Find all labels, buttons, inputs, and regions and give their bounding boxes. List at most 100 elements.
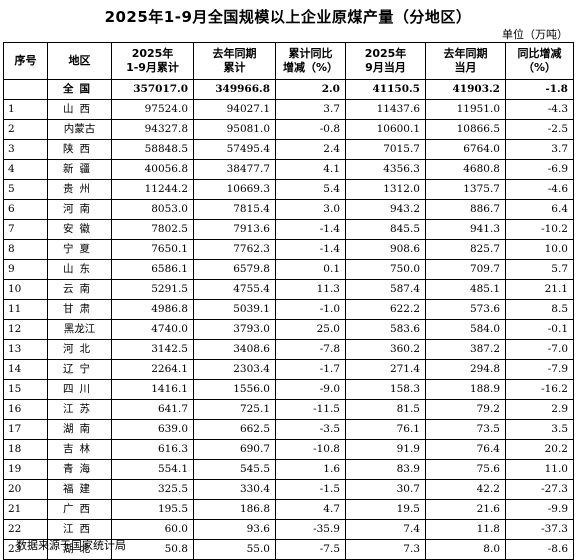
cell-cum-yoy: 4.1 <box>275 159 346 180</box>
header-mon-prev: 去年同期 当月 <box>425 42 506 80</box>
table-row: 15 四川 1416.1 1556.0 -9.0 158.3 188.9 -16.2 <box>3 379 574 400</box>
cell-index: 8 <box>3 239 48 260</box>
table-row: 4 新疆 40056.8 38477.7 4.1 4356.3 4680.8 -6.9 <box>3 159 574 180</box>
cell-mon-2025: 10600.1 <box>345 119 426 140</box>
cell-region: 四川 <box>47 379 112 400</box>
header-cum-2025: 2025年 1-9月累计 <box>111 42 194 80</box>
cell-mon-yoy: 6.4 <box>505 199 574 220</box>
cell-mon-prev: 11.8 <box>425 519 506 540</box>
cell-cum-2025: 5291.5 <box>111 279 194 300</box>
cell-index: 13 <box>3 339 48 360</box>
cell-region: 陕西 <box>47 139 112 160</box>
header-region: 地区 <box>47 42 112 80</box>
cell-region: 山西 <box>47 99 112 120</box>
cell-cum-2025: 7802.5 <box>111 219 194 240</box>
cell-cum-yoy: -35.9 <box>275 519 346 540</box>
cell-cum-yoy: -10.8 <box>275 439 346 460</box>
cell-mon-yoy: -0.1 <box>505 319 574 340</box>
cell-mon-2025: 76.1 <box>345 419 426 440</box>
cell-cum-prev: 1556.0 <box>193 379 276 400</box>
cell-cum-prev: 545.5 <box>193 459 276 480</box>
cell-cum-prev: 38477.7 <box>193 159 276 180</box>
cell-mon-yoy: -7.9 <box>505 359 574 380</box>
cell-mon-2025: 11437.6 <box>345 99 426 120</box>
cell-index: 12 <box>3 319 48 340</box>
cell-index: 10 <box>3 279 48 300</box>
cell-mon-yoy: -6.9 <box>505 159 574 180</box>
cell-mon-yoy: 11.0 <box>505 459 574 480</box>
cell-mon-yoy: -4.6 <box>505 179 574 200</box>
cell-cum-2025: 325.5 <box>111 479 194 500</box>
cell-index: 4 <box>3 159 48 180</box>
header-cum-prev: 去年同期 累计 <box>193 42 276 80</box>
cell-cum-yoy: -1.4 <box>275 219 346 240</box>
cell-index: 21 <box>3 499 48 520</box>
total-row: 全国 357017.0 349966.8 2.0 41150.5 41903.2… <box>3 79 574 100</box>
cell-mon-yoy: 10.0 <box>505 239 574 260</box>
cell-cum-2025: 641.7 <box>111 399 194 420</box>
cell-index: 18 <box>3 439 48 460</box>
cell-cum-prev: 186.8 <box>193 499 276 520</box>
table-row: 8 宁夏 7650.1 7762.3 -1.4 908.6 825.7 10.0 <box>3 239 574 260</box>
header-cum-yoy: 累计同比 增减（%） <box>275 42 346 80</box>
cell-mon-prev: 73.5 <box>425 419 506 440</box>
table-row: 21 广西 195.5 186.8 4.7 19.5 21.6 -9.9 <box>3 499 574 520</box>
cell-cum-yoy: 3.7 <box>275 99 346 120</box>
cell-mon-yoy: -7.0 <box>505 339 574 360</box>
unit-label: 单位（万吨） <box>502 28 568 41</box>
cell-mon-2025: 19.5 <box>345 499 426 520</box>
cell-mon-2025: 83.9 <box>345 459 426 480</box>
cell-index: 17 <box>3 419 48 440</box>
cell-cum-2025: 2264.1 <box>111 359 194 380</box>
cell-cum-yoy: 1.6 <box>275 459 346 480</box>
cell-mon-yoy: 3.5 <box>505 419 574 440</box>
cell-region: 安徽 <box>47 219 112 240</box>
cell-cum-prev: 3408.6 <box>193 339 276 360</box>
cell-region: 黑龙江 <box>47 319 112 340</box>
cell-cum-yoy: -9.0 <box>275 379 346 400</box>
cell-mon-prev: 4680.8 <box>425 159 506 180</box>
cell-mon-2025: 943.2 <box>345 199 426 220</box>
cell-region: 新疆 <box>47 159 112 180</box>
cell-cum-2025: 195.5 <box>111 499 194 520</box>
cell-mon-2025: 7.4 <box>345 519 426 540</box>
cell-cum-2025: 554.1 <box>111 459 194 480</box>
cell-cum-2025: 4740.0 <box>111 319 194 340</box>
cell-cum-2025: 50.8 <box>111 539 194 560</box>
header-mon-prev-text: 去年同期 当月 <box>443 47 488 74</box>
cell-cum-prev: 94027.1 <box>193 99 276 120</box>
cell-index <box>3 79 48 100</box>
cell-region: 福建 <box>47 479 112 500</box>
cell-cum-prev: 3793.0 <box>193 319 276 340</box>
cell-cum-yoy: 2.0 <box>275 79 346 100</box>
cell-cum-2025: 1416.1 <box>111 379 194 400</box>
cell-mon-yoy: -27.3 <box>505 479 574 500</box>
cell-mon-yoy: -2.5 <box>505 119 574 140</box>
cell-index: 5 <box>3 179 48 200</box>
cell-cum-prev: 330.4 <box>193 479 276 500</box>
header-cum-2025-text: 2025年 1-9月累计 <box>126 47 179 74</box>
cell-cum-prev: 95081.0 <box>193 119 276 140</box>
cell-cum-yoy: 25.0 <box>275 319 346 340</box>
cell-cum-yoy: 3.0 <box>275 199 346 220</box>
table-row: 9 山东 6586.1 6579.8 0.1 750.0 709.7 5.7 <box>3 259 574 280</box>
header-row: 序号 地区 2025年 1-9月累计 去年同期 累计 累计同比 增减（%） 20… <box>3 42 574 80</box>
cell-mon-yoy: -4.3 <box>505 99 574 120</box>
cell-cum-yoy: -11.5 <box>275 399 346 420</box>
cell-mon-2025: 91.9 <box>345 439 426 460</box>
table-row: 10 云南 5291.5 4755.4 11.3 587.4 485.1 21.1 <box>3 279 574 300</box>
cell-region: 内蒙古 <box>47 119 112 140</box>
cell-mon-prev: 1375.7 <box>425 179 506 200</box>
header-mon-yoy-text: 同比增减 （%） <box>517 47 562 74</box>
table-row: 1 山西 97524.0 94027.1 3.7 11437.6 11951.0 -4.3 <box>3 99 574 120</box>
table-row: 16 江苏 641.7 725.1 -11.5 81.5 79.2 2.9 <box>3 399 574 420</box>
cell-mon-yoy: -37.3 <box>505 519 574 540</box>
table-row: 13 河北 3142.5 3408.6 -7.8 360.2 387.2 -7.0 <box>3 339 574 360</box>
cell-index: 7 <box>3 219 48 240</box>
cell-cum-yoy: 5.4 <box>275 179 346 200</box>
cell-cum-2025: 58848.5 <box>111 139 194 160</box>
cell-mon-2025: 7.3 <box>345 539 426 560</box>
cell-mon-2025: 1312.0 <box>345 179 426 200</box>
cell-cum-prev: 6579.8 <box>193 259 276 280</box>
cell-mon-prev: 76.4 <box>425 439 506 460</box>
